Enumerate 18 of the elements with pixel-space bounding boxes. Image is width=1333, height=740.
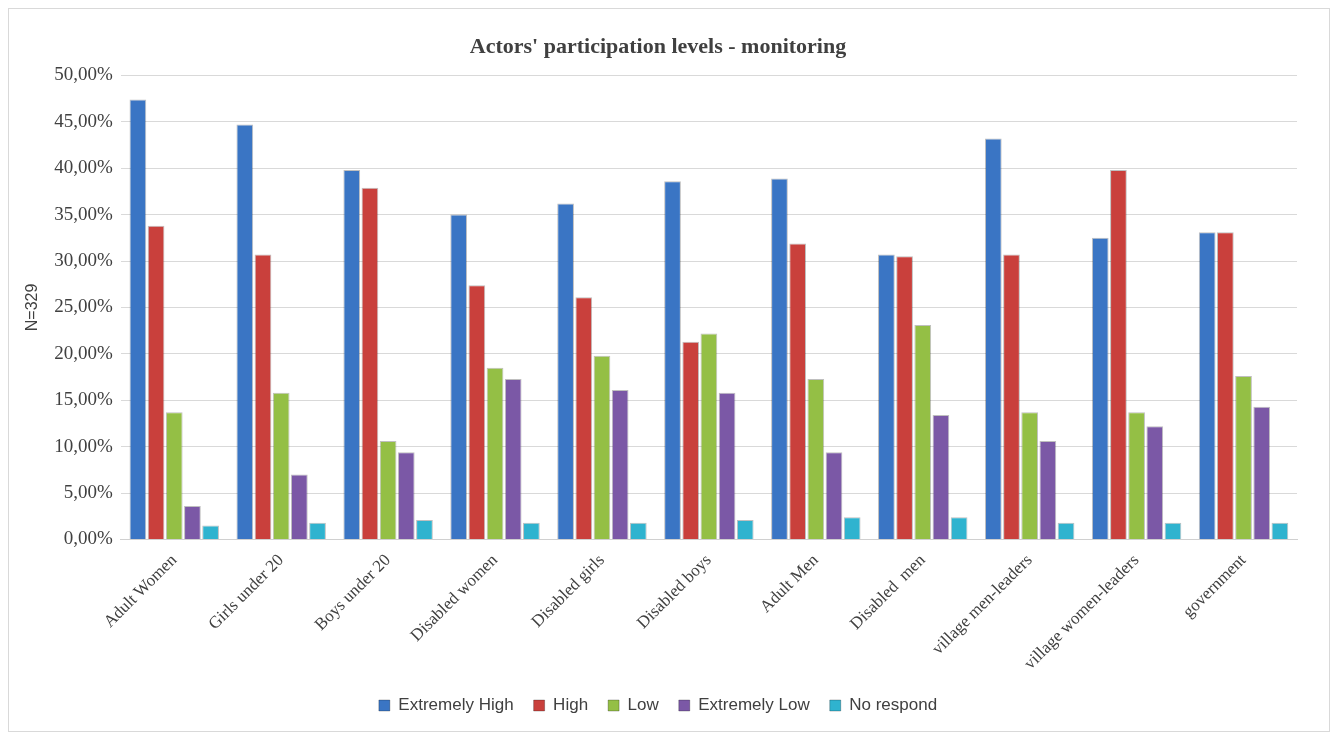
y-tick-label: 20,00% <box>54 341 113 363</box>
y-tick-label: 30,00% <box>54 249 113 270</box>
y-tick-label: 10,00% <box>54 434 113 456</box>
y-tick-label: 15,00% <box>54 388 113 410</box>
y-tick-label: 5,00% <box>63 481 113 503</box>
chart-title: Actors' participation levels - monitoring <box>469 32 847 58</box>
y-tick-label: 0,00% <box>63 527 113 549</box>
legend-label: Extremely Low <box>698 695 811 715</box>
y-tick-label: 25,00% <box>54 295 113 317</box>
legend-label: No respond <box>849 695 938 715</box>
legend-label: Low <box>627 695 660 715</box>
y-tick-label: 35,00% <box>54 202 113 224</box>
y-tick-label: 45,00% <box>54 109 113 131</box>
legend-label: Extremely High <box>398 695 514 715</box>
y-axis-title: N=329 <box>23 283 41 332</box>
y-tick-label: 50,00% <box>54 63 113 85</box>
legend-label: High <box>553 695 589 715</box>
y-tick-label: 40,00% <box>54 156 113 178</box>
